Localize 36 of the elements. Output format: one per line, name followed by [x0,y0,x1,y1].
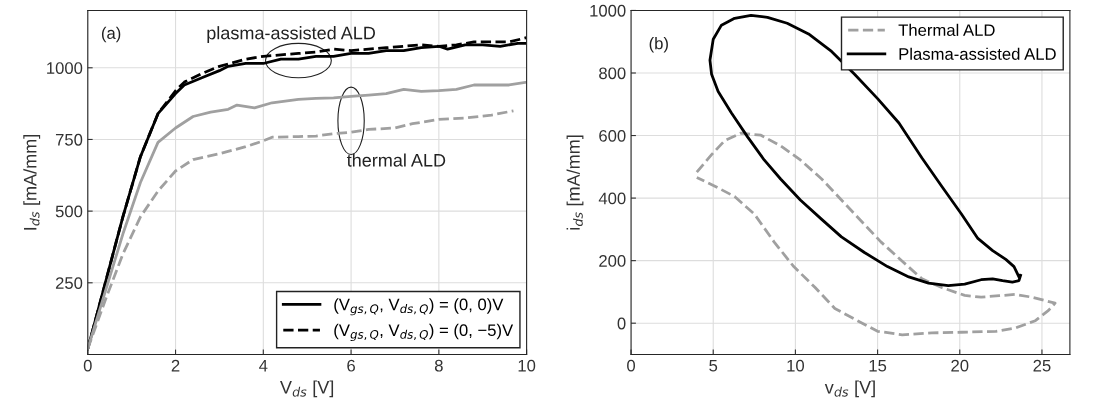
x-tick-label: 10 [787,359,805,372]
y-tick-label: 500 [55,205,83,218]
y-tick-label: 0 [617,317,626,330]
y-tick-label: 1000 [590,4,626,17]
annotation: thermal ALD [346,153,446,167]
x-tick-label: 15 [869,359,887,372]
legend-label: (V$_{gs,Q}$, V$_{ds,Q}$) = (0, 0)V [334,298,504,316]
y-tick-label: 800 [599,67,626,80]
x-tick-label: 0 [83,359,92,372]
annotation: plasma-assisted ALD [207,26,375,43]
legend-label: (V$_{gs,Q}$, V$_{ds,Q}$) = (0, −5)V [334,323,514,342]
x-tick-label: 0 [627,359,636,372]
x-tick-label: 8 [434,359,443,372]
y-tick-label: 400 [598,192,626,205]
legend-label: Plasma-assisted ALD [899,47,1056,60]
x-axis-title: V$_{ds}$ [V] [280,380,334,398]
y-axis-title: I$_{ds}$ [mA/mm] [23,135,41,230]
annotation: (a) [101,26,121,43]
x-tick-label: 6 [347,359,355,372]
y-tick-label: 600 [599,129,626,142]
x-axis-title: v$_{ds}$ [V] [824,380,875,398]
y-tick-label: 1000 [47,62,83,74]
annotation: (b) [649,37,668,53]
y-tick-label: 250 [55,277,83,289]
y-tick-label: 750 [55,133,83,146]
y-axis-title: i$_{ds}$ [mA/mm] [566,135,584,230]
legend-label: Thermal ALD [898,23,995,37]
x-tick-label: 25 [1033,359,1051,372]
x-tick-label: 20 [951,359,969,372]
x-tick-label: 2 [171,359,180,372]
line-series [708,14,1022,288]
y-tick-label: 200 [599,255,626,267]
x-tick-label: 10 [518,359,536,372]
x-tick-label: 4 [259,359,268,372]
line-series [695,131,1057,337]
x-tick-label: 5 [709,359,718,372]
